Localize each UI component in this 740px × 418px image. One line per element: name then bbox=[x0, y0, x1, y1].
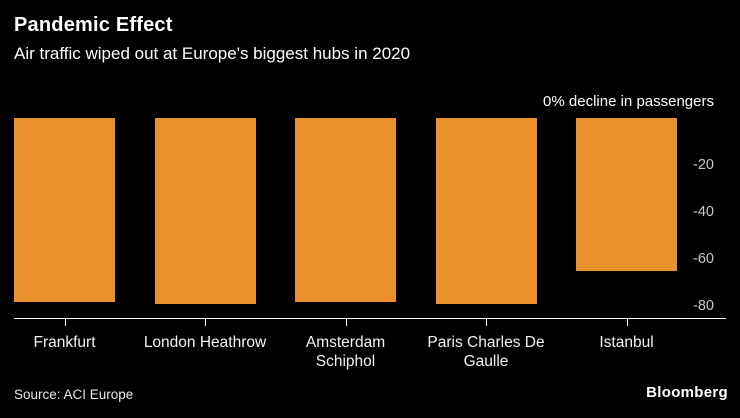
bloomberg-logo: Bloomberg bbox=[646, 384, 728, 401]
x-axis-tick-paris-charles-de-gaulle bbox=[486, 319, 487, 326]
chart-title: Pandemic Effect bbox=[14, 14, 173, 36]
y-tick-label-40: -40 bbox=[693, 204, 714, 220]
bar-frankfurt bbox=[14, 118, 115, 302]
y-tick-label-60: -60 bbox=[693, 251, 714, 267]
category-label-istanbul: Istanbul bbox=[599, 334, 654, 351]
x-axis-line bbox=[14, 318, 726, 319]
category-label-amsterdam-schiphol: Amsterdam Schiphol bbox=[305, 334, 386, 370]
category-label-paris-charles-de-gaulle: Paris Charles De Gaulle bbox=[427, 334, 545, 370]
x-axis-tick-amsterdam-schiphol bbox=[345, 319, 347, 326]
x-axis-tick-frankfurt bbox=[64, 319, 66, 326]
y-tick-label-80: -80 bbox=[693, 298, 714, 314]
category-label-london-heathrow: London Heathrow bbox=[143, 334, 267, 351]
bar-amsterdam-schiphol bbox=[295, 118, 396, 302]
source-note: Source: ACI Europe bbox=[14, 387, 134, 402]
x-axis-tick-istanbul bbox=[626, 319, 628, 326]
bar-london-heathrow bbox=[154, 118, 256, 304]
x-axis-tick-london-heathrow bbox=[205, 319, 206, 326]
zero-baseline-annotation: 0% decline in passengers bbox=[543, 93, 714, 110]
bar-istanbul bbox=[576, 118, 677, 271]
y-tick-label-20: -20 bbox=[693, 157, 714, 173]
chart-subtitle: Air traffic wiped out at Europe's bigges… bbox=[14, 44, 411, 63]
category-label-frankfurt: Frankfurt bbox=[33, 334, 96, 351]
bar-paris-charles-de-gaulle bbox=[435, 118, 537, 304]
